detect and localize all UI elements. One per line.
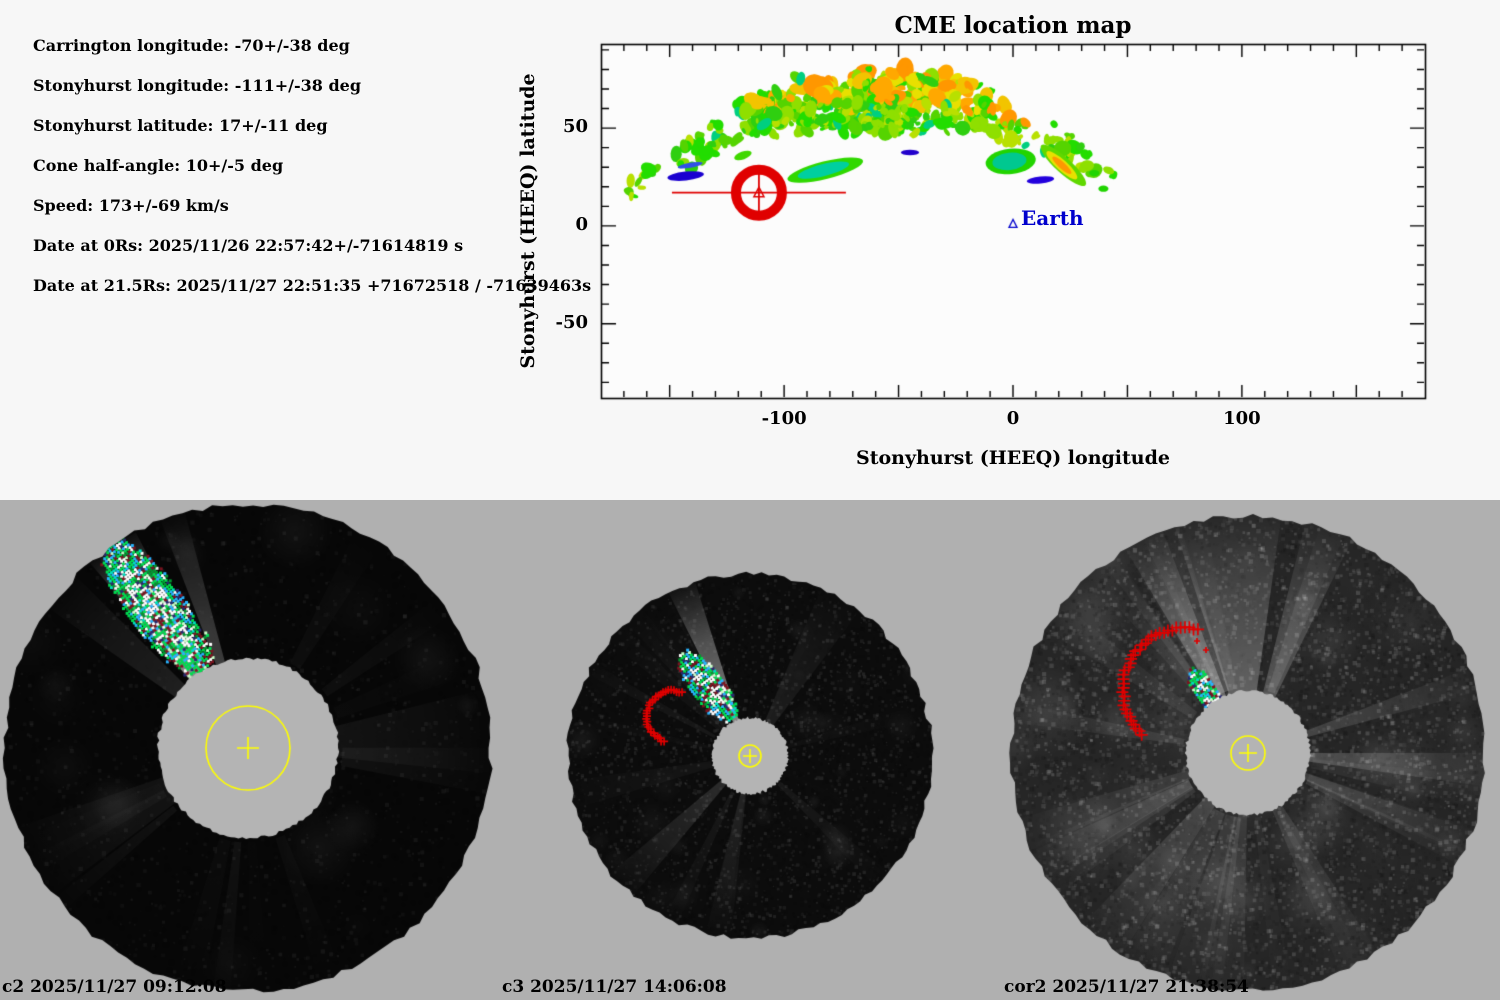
coronagraph-label-c3: c3 2025/11/27 14:06:08	[502, 977, 727, 997]
coronagraph-label-cor2: cor2 2025/11/27 21:38:54	[1004, 977, 1249, 997]
param-speed: Speed: 173+/-69 km/s	[33, 196, 229, 215]
y-tick-label: 0	[575, 213, 588, 235]
y-axis-label: Stonyhurst (HEEQ) latitude	[517, 73, 539, 369]
coronagraph-label-c2: c2 2025/11/27 09:12:08	[2, 977, 227, 997]
param-date-at-21-5rs: Date at 21.5Rs: 2025/11/27 22:51:35 +716…	[33, 276, 592, 295]
param-stonyhurst-longitude: Stonyhurst longitude: -111+/-38 deg	[33, 76, 362, 95]
coronagraph-panel: c2 2025/11/27 09:12:08 c3 2025/11/27 14:…	[0, 500, 1500, 1000]
x-tick-label: -100	[761, 408, 807, 429]
coronagraph-images-canvas	[0, 500, 1500, 1000]
cme-location-map-canvas	[0, 0, 1500, 500]
param-stonyhurst-latitude: Stonyhurst latitude: 17+/-11 deg	[33, 116, 328, 135]
y-tick-label: -50	[555, 311, 588, 333]
param-carrington-longitude: Carrington longitude: -70+/-38 deg	[33, 36, 350, 55]
param-cone-half-angle: Cone half-angle: 10+/-5 deg	[33, 156, 284, 175]
earth-label: Earth	[1021, 205, 1084, 230]
param-date-at-0rs: Date at 0Rs: 2025/11/26 22:57:42+/-71614…	[33, 236, 464, 255]
x-axis-label: Stonyhurst (HEEQ) longitude	[856, 447, 1170, 469]
x-tick-label: 100	[1223, 408, 1261, 429]
x-tick-label: 0	[1006, 408, 1020, 429]
chart-title: CME location map	[894, 12, 1132, 39]
cme-location-panel: Carrington longitude: -70+/-38 deg Stony…	[0, 0, 1500, 500]
y-tick-label: 50	[562, 116, 588, 138]
